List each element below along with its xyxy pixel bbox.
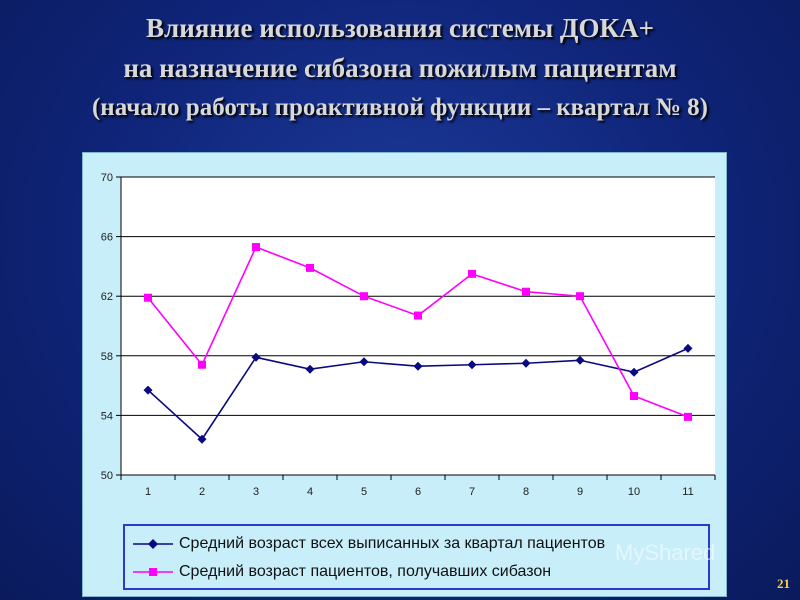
data-point-series-1 bbox=[413, 361, 423, 371]
legend-item-series-1: Средний возраст всех выписанных за кварт… bbox=[133, 532, 703, 556]
title-line-1: Влияние использования системы ДОКА+ bbox=[146, 13, 654, 43]
data-point-series-2 bbox=[360, 292, 368, 301]
legend-label-series-2: Средний возраст пациентов, получавших си… bbox=[179, 563, 552, 580]
data-point-series-1 bbox=[197, 434, 207, 444]
x-tick-label: 4 bbox=[307, 486, 313, 498]
chart-legend: Средний возраст всех выписанных за кварт… bbox=[123, 524, 710, 590]
data-point-series-2 bbox=[684, 412, 692, 421]
y-tick-label: 54 bbox=[101, 410, 113, 422]
y-tick-label: 66 bbox=[101, 232, 113, 244]
data-point-series-2 bbox=[144, 293, 152, 302]
x-tick-label: 10 bbox=[628, 486, 640, 498]
x-tick-label: 9 bbox=[577, 486, 583, 498]
data-point-series-1 bbox=[359, 357, 369, 367]
x-tick-label: 11 bbox=[682, 486, 693, 498]
x-tick-label: 3 bbox=[253, 486, 259, 498]
plot-area bbox=[121, 177, 715, 475]
data-point-series-2 bbox=[306, 263, 314, 272]
x-tick-label: 2 bbox=[199, 486, 205, 498]
y-tick-label: 58 bbox=[101, 351, 113, 363]
title-line-3: (начало работы проактивной функции – ква… bbox=[91, 94, 709, 121]
legend-swatch-diamond-icon bbox=[133, 539, 173, 549]
x-tick-label: 8 bbox=[523, 486, 529, 498]
data-point-series-1 bbox=[467, 360, 477, 370]
data-point-series-2 bbox=[252, 243, 260, 252]
data-point-series-2 bbox=[576, 292, 584, 301]
x-tick-label: 5 bbox=[361, 486, 367, 498]
title-line-2: на назначение сибазона пожилым пациентам bbox=[123, 53, 677, 83]
data-point-series-1 bbox=[143, 385, 153, 395]
data-point-series-2 bbox=[522, 287, 530, 296]
data-point-series-2 bbox=[198, 360, 206, 369]
data-point-series-2 bbox=[630, 392, 638, 401]
watermark: MyShared bbox=[615, 540, 716, 565]
legend-label-series-1: Средний возраст всех выписанных за кварт… bbox=[179, 535, 606, 552]
data-point-series-1 bbox=[575, 355, 585, 365]
x-tick-label: 1 bbox=[145, 486, 151, 498]
slide-title: Влияние использования системы ДОКА+ на н… bbox=[0, 8, 800, 128]
x-tick-label: 6 bbox=[415, 486, 421, 498]
legend-swatch-square-icon bbox=[133, 568, 173, 576]
y-tick-label: 50 bbox=[101, 470, 113, 482]
data-point-series-1 bbox=[251, 352, 261, 362]
data-point-series-1 bbox=[683, 343, 693, 353]
data-point-series-1 bbox=[305, 364, 315, 374]
y-tick-label: 62 bbox=[101, 291, 113, 303]
legend-item-series-2: Средний возраст пациентов, получавших си… bbox=[133, 560, 703, 584]
y-tick-label: 70 bbox=[101, 172, 113, 184]
data-point-series-1 bbox=[521, 358, 531, 368]
page-number: 21 bbox=[777, 576, 790, 591]
data-point-series-2 bbox=[414, 311, 422, 320]
data-point-series-1 bbox=[629, 367, 639, 377]
chart-panel: 50 54 58 62 66 70 1 2 3 4 5 6 7 8 9 10 11 Средний возрас… bbox=[82, 152, 727, 597]
line-chart: 50 54 58 62 66 70 1 2 3 4 5 6 7 8 9 10 11 bbox=[101, 172, 716, 498]
x-tick-label: 7 bbox=[469, 486, 475, 498]
data-point-series-2 bbox=[468, 269, 476, 278]
